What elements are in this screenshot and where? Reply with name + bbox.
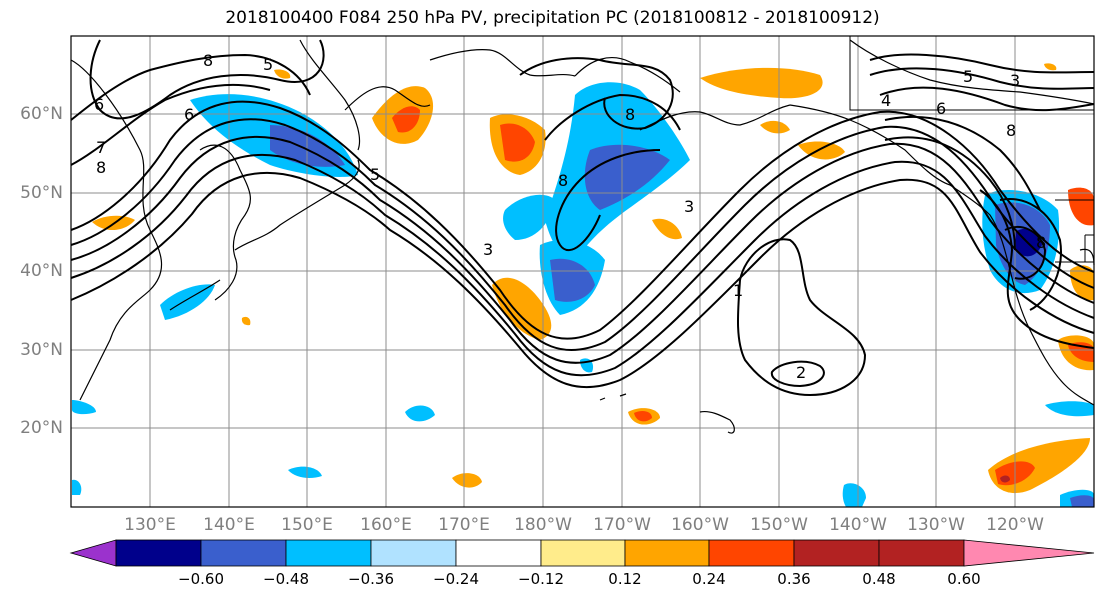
colorbar-tick-label: −0.60 xyxy=(178,570,224,588)
colorbar-tick-label: 0.36 xyxy=(777,570,811,588)
colorbar-tick-label: 0.12 xyxy=(608,570,642,588)
contour-label: 3 xyxy=(684,197,694,216)
colorbar-bin xyxy=(200,539,287,567)
contour-label: 2 xyxy=(796,363,806,382)
colorbar-bin xyxy=(455,539,542,567)
contour-label: 3 xyxy=(483,240,493,259)
contour-label: 8 xyxy=(96,158,106,177)
colorbar xyxy=(69,539,1095,567)
lat-label: 20°N xyxy=(20,418,63,438)
lat-label: 30°N xyxy=(20,340,63,360)
colorbar-bin xyxy=(708,539,795,567)
map-frame xyxy=(70,35,1095,508)
lon-label: 160°W xyxy=(671,515,729,535)
lon-label: 140°W xyxy=(829,515,887,535)
lon-label: 130°W xyxy=(907,515,965,535)
colorbar-tick-label: 0.24 xyxy=(692,570,726,588)
contour-label: 5 xyxy=(370,165,380,184)
colorbar-tick-label: −0.36 xyxy=(348,570,394,588)
contour-label: 6 xyxy=(94,95,104,114)
contour-label: 7 xyxy=(96,138,106,157)
contour-label: 8 xyxy=(558,171,568,190)
colorbar-tick-label: −0.48 xyxy=(263,570,309,588)
colorbar-tick-label: 0.48 xyxy=(862,570,896,588)
lon-label: 140°E xyxy=(203,515,255,535)
map-title: 2018100400 F084 250 hPa PV, precipitatio… xyxy=(225,8,880,28)
colorbar-tick-label: −0.12 xyxy=(518,570,564,588)
colorbar-bin xyxy=(793,539,880,567)
colorbar-extend-left xyxy=(69,539,117,567)
contour-label: 8 xyxy=(203,51,213,70)
contour-label: 5 xyxy=(963,67,973,86)
pv-contours xyxy=(70,39,1095,397)
colorbar-bin xyxy=(115,539,202,567)
contour-label: 1 xyxy=(733,281,743,300)
contour-label: 5 xyxy=(263,55,273,74)
lon-label: 170°E xyxy=(438,515,490,535)
graticule xyxy=(71,36,1094,507)
contour-label: 6 xyxy=(936,99,946,118)
lon-label: 120°W xyxy=(986,515,1044,535)
lon-label: 170°W xyxy=(593,515,651,535)
lat-label: 60°N xyxy=(20,104,63,124)
lon-label: 160°E xyxy=(360,515,412,535)
lon-label: 150°W xyxy=(750,515,808,535)
contour-label: 6 xyxy=(184,105,194,124)
lat-label: 40°N xyxy=(20,261,63,281)
lon-label: 130°E xyxy=(124,515,176,535)
colorbar-tick-label: 0.60 xyxy=(947,570,981,588)
lon-label: 180°W xyxy=(514,515,572,535)
contour-label: 8 xyxy=(1006,121,1016,140)
colorbar-bin xyxy=(540,539,626,567)
lat-label: 50°N xyxy=(20,183,63,203)
contour-label: 8 xyxy=(625,105,635,124)
colorbar-bin xyxy=(624,539,710,567)
contour-label: 8 xyxy=(1036,233,1046,252)
contour-label: 3 xyxy=(1010,71,1020,90)
coastlines xyxy=(70,39,1095,434)
colorbar-bin xyxy=(285,539,372,567)
contour-labels: 6 7 8 5 6 8 5 3 8 8 3 1 2 5 4 6 8 3 8 xyxy=(94,51,1046,382)
lon-label: 150°E xyxy=(281,515,333,535)
colorbar-bin xyxy=(370,539,457,567)
colorbar-tick-label: −0.24 xyxy=(433,570,479,588)
colorbar-bin xyxy=(878,539,965,567)
colorbar-extend-right xyxy=(963,539,1095,567)
contour-label: 4 xyxy=(881,91,891,110)
